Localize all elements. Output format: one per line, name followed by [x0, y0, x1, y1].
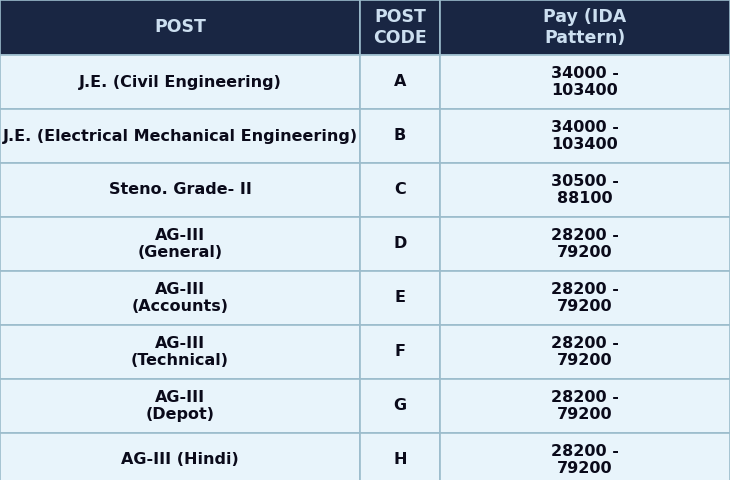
Text: 34000 -
103400: 34000 - 103400: [551, 66, 619, 98]
Text: F: F: [394, 345, 405, 360]
Bar: [440, 163, 730, 217]
Bar: [360, 433, 440, 480]
Text: POST: POST: [154, 19, 206, 36]
Text: AG-III (Hindi): AG-III (Hindi): [121, 453, 239, 468]
Text: AG-III
(Depot): AG-III (Depot): [145, 390, 215, 422]
Text: A: A: [393, 74, 406, 89]
Bar: [0, 433, 360, 480]
Bar: [0, 379, 360, 433]
Bar: [360, 0, 440, 55]
Bar: [440, 325, 730, 379]
Text: 28200 -
79200: 28200 - 79200: [551, 282, 619, 314]
Bar: [0, 325, 360, 379]
Text: Pay (IDA
Pattern): Pay (IDA Pattern): [543, 8, 626, 47]
Bar: [360, 379, 440, 433]
Bar: [360, 109, 440, 163]
Text: H: H: [393, 453, 407, 468]
Text: E: E: [394, 290, 405, 305]
Text: AG-III
(Technical): AG-III (Technical): [131, 336, 229, 368]
Bar: [440, 271, 730, 325]
Bar: [440, 217, 730, 271]
Text: J.E. (Electrical Mechanical Engineering): J.E. (Electrical Mechanical Engineering): [2, 129, 358, 144]
Bar: [0, 109, 360, 163]
Text: J.E. (Civil Engineering): J.E. (Civil Engineering): [79, 74, 282, 89]
Text: Steno. Grade- II: Steno. Grade- II: [109, 182, 251, 197]
Bar: [440, 109, 730, 163]
Text: 28200 -
79200: 28200 - 79200: [551, 390, 619, 422]
Bar: [0, 217, 360, 271]
Text: D: D: [393, 237, 407, 252]
Bar: [0, 271, 360, 325]
Text: 28200 -
79200: 28200 - 79200: [551, 228, 619, 260]
Text: G: G: [393, 398, 407, 413]
Bar: [440, 55, 730, 109]
Text: AG-III
(General): AG-III (General): [137, 228, 223, 260]
Text: C: C: [394, 182, 406, 197]
Text: 30500 -
88100: 30500 - 88100: [551, 174, 619, 206]
Text: 28200 -
79200: 28200 - 79200: [551, 336, 619, 368]
Text: 28200 -
79200: 28200 - 79200: [551, 444, 619, 476]
Text: 34000 -
103400: 34000 - 103400: [551, 120, 619, 152]
Text: AG-III
(Accounts): AG-III (Accounts): [131, 282, 228, 314]
Text: POST
CODE: POST CODE: [373, 8, 427, 47]
Bar: [0, 55, 360, 109]
Bar: [360, 163, 440, 217]
Bar: [440, 0, 730, 55]
Bar: [0, 0, 360, 55]
Bar: [440, 433, 730, 480]
Bar: [440, 379, 730, 433]
Bar: [360, 217, 440, 271]
Bar: [0, 163, 360, 217]
Text: B: B: [394, 129, 406, 144]
Bar: [360, 271, 440, 325]
Bar: [360, 325, 440, 379]
Bar: [360, 55, 440, 109]
